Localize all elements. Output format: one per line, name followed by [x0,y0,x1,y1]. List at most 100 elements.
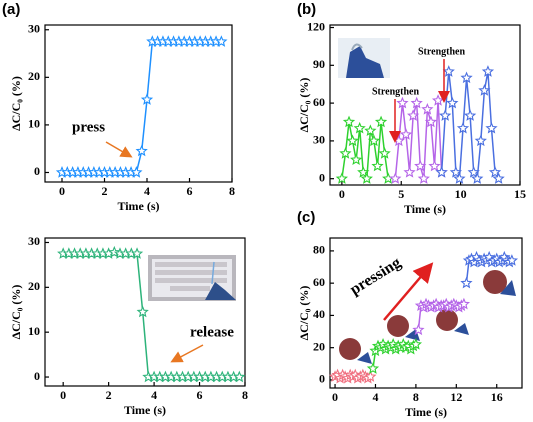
x-tick-label: 4 [144,184,150,198]
star-marker [410,96,423,109]
star-marker [492,172,505,184]
star-marker [464,109,477,121]
y-tick-label: 30 [313,133,325,147]
x-axis-label: Time (s) [405,405,447,419]
x-tick-label: 4 [151,388,157,402]
plot-frame [329,24,521,186]
x-tick-label: 8 [229,184,235,198]
annotation: Strengthen [418,46,465,57]
y-tick-label: 0 [319,372,325,386]
star-marker [428,159,441,172]
star-marker [135,144,148,157]
y-tick-label: 30 [28,234,40,248]
y-tick-label: 0 [34,164,40,178]
x-tick-label: 0 [59,184,65,198]
star-marker [130,247,144,259]
star-marker [396,96,409,109]
plot-frame [44,237,246,387]
x-tick-label: 0 [60,388,66,402]
x-tick-label: 2 [106,388,112,402]
x-tick-label: 2 [102,184,108,198]
y-tick-label: 30 [28,22,40,36]
x-tick-label: 10 [455,187,467,201]
star-marker [360,172,373,184]
star-marker [140,93,154,105]
star-marker [481,65,495,77]
star-marker [403,165,416,178]
star-marker [505,254,519,266]
x-tick-label: 8 [413,390,419,404]
star-marker [364,124,377,137]
star-marker [335,172,348,184]
star-marker [233,370,246,383]
star-marker [215,35,228,47]
star-marker [367,134,381,147]
plot-frame [329,237,523,389]
y-tick-label: 40 [313,307,325,321]
annotation-arrow [383,262,434,321]
y-tick-label: 60 [313,275,325,289]
x-tick-label: 6 [187,184,193,198]
y-tick-label: 20 [28,279,40,293]
star-marker [439,109,452,121]
annotation: release [190,324,234,340]
star-marker [346,134,359,147]
y-tick-label: 10 [28,324,40,338]
annotation-arrow [105,141,133,158]
y-tick-label: 60 [313,95,325,109]
star-marker [407,109,420,121]
star-marker [460,276,473,289]
x-tick-label: 4 [372,390,378,404]
star-marker [136,305,149,318]
star-marker [442,65,455,77]
star-marker [424,115,438,128]
panel-label: (c) [297,209,315,226]
data-line [440,71,500,182]
x-tick-label: 6 [197,388,203,402]
star-marker [471,172,484,184]
annotation: press [72,119,105,135]
star-marker [488,165,502,178]
star-marker [435,165,448,178]
y-tick-label: 120 [307,19,325,33]
x-axis-label: Time (s) [124,403,166,417]
star-marker [364,370,377,382]
x-tick-label: 12 [450,390,462,404]
star-marker [353,121,366,134]
panel-label: (b) [297,1,316,18]
star-marker [366,362,380,374]
star-marker [453,172,466,184]
x-axis-label: Time (s) [404,202,446,216]
y-tick-label: 20 [28,69,40,83]
y-axis-label: ΔC/C₀ (%) [297,286,311,341]
annotation: Strengthen [372,86,419,97]
star-marker [460,71,473,84]
plot-frame [44,24,233,183]
hand-photo [338,38,390,78]
data-line [394,100,443,179]
star-marker [339,147,352,159]
star-marker [357,165,370,178]
y-tick-label: 80 [313,243,325,257]
x-tick-label: 8 [242,388,248,402]
star-marker [421,102,434,115]
x-tick-label: 16 [491,390,503,404]
star-marker [130,166,143,178]
x-tick-label: 0 [332,390,338,404]
x-axis-label: Time (s) [117,199,159,213]
y-tick-label: 10 [28,117,40,131]
star-marker [431,94,445,106]
panel-label: (a) [2,1,20,18]
star-marker [412,323,425,336]
y-axis-label: ΔC/C₀ (%) [297,78,311,133]
star-marker [457,297,471,310]
star-marker [467,165,480,178]
annotation-arrow [170,344,204,363]
star-marker [446,96,459,109]
star-marker [456,121,470,134]
x-tick-label: 0 [339,187,345,201]
y-tick-label: 0 [319,170,325,184]
annotation: pressing [347,254,404,298]
y-tick-label: 90 [313,57,325,71]
y-tick-label: 0 [34,369,40,383]
